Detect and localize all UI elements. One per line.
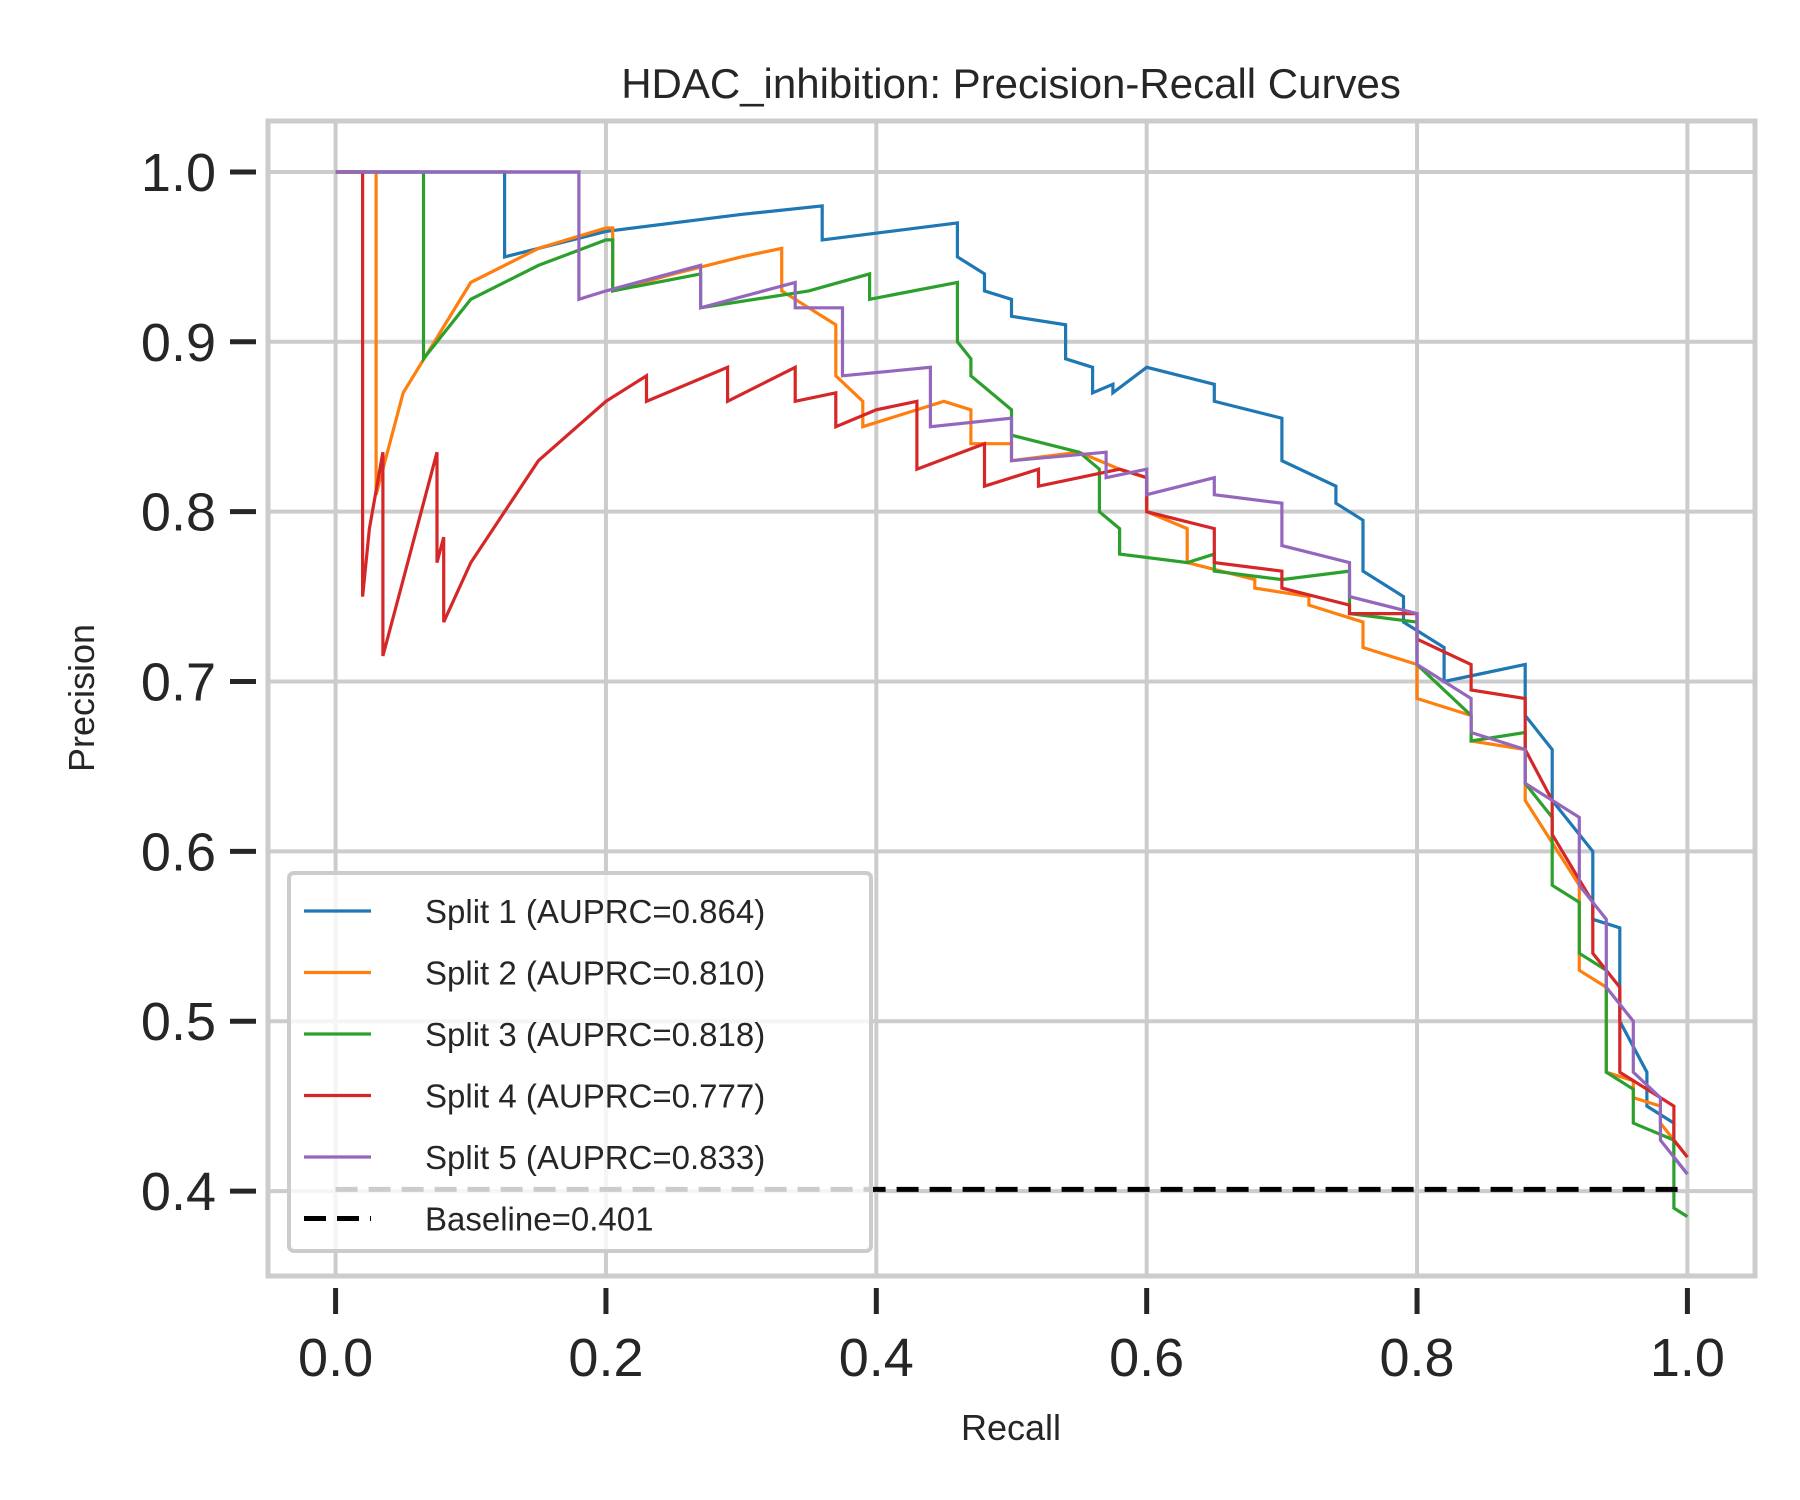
x-tick-label: 0.8 bbox=[1380, 1328, 1455, 1388]
legend: Split 1 (AUPRC=0.864) Split 2 (AUPRC=0.81… bbox=[287, 871, 873, 1253]
series-lines bbox=[335, 170, 1689, 1218]
x-tick-label: 0.2 bbox=[568, 1328, 643, 1388]
y-tick-label: 0.9 bbox=[141, 313, 216, 373]
legend-label-1: Split 1 (AUPRC=0.864) bbox=[425, 893, 765, 930]
plot-frame bbox=[265, 118, 1758, 1279]
series-line-3 bbox=[335, 170, 1689, 1218]
axis-ticks: 0.0 0.2 0.4 0.6 0.8 1.0 0.4 0.5 0.6 0.7 0.8 0.9 1.0 bbox=[141, 143, 1725, 1388]
x-tick-label: 0.0 bbox=[298, 1328, 373, 1388]
series-line-1 bbox=[335, 170, 1689, 1176]
series-line-4 bbox=[335, 170, 1689, 1159]
y-tick-label: 0.4 bbox=[141, 1162, 216, 1222]
y-tick-label: 1.0 bbox=[141, 143, 216, 203]
legend-label-5: Split 5 (AUPRC=0.833) bbox=[425, 1139, 765, 1176]
series-line-5 bbox=[335, 170, 1689, 1176]
y-axis-label: Precision bbox=[61, 624, 102, 772]
legend-label-3: Split 3 (AUPRC=0.818) bbox=[425, 1016, 765, 1053]
chart-title: HDAC_inhibition: Precision-Recall Curves bbox=[621, 60, 1401, 107]
legend-label-2: Split 2 (AUPRC=0.810) bbox=[425, 955, 765, 992]
x-tick-label: 0.4 bbox=[839, 1328, 914, 1388]
x-tick-label: 1.0 bbox=[1650, 1328, 1725, 1388]
y-tick-label: 0.8 bbox=[141, 483, 216, 543]
x-tick-label: 0.6 bbox=[1109, 1328, 1184, 1388]
y-tick-label: 0.6 bbox=[141, 822, 216, 882]
legend-label-6: Baseline=0.401 bbox=[425, 1201, 653, 1238]
x-axis-label: Recall bbox=[961, 1407, 1061, 1448]
legend-box bbox=[287, 871, 873, 1253]
y-tick-label: 0.7 bbox=[141, 653, 216, 713]
legend-label-4: Split 4 (AUPRC=0.777) bbox=[425, 1078, 765, 1115]
y-tick-label: 0.5 bbox=[141, 992, 216, 1052]
